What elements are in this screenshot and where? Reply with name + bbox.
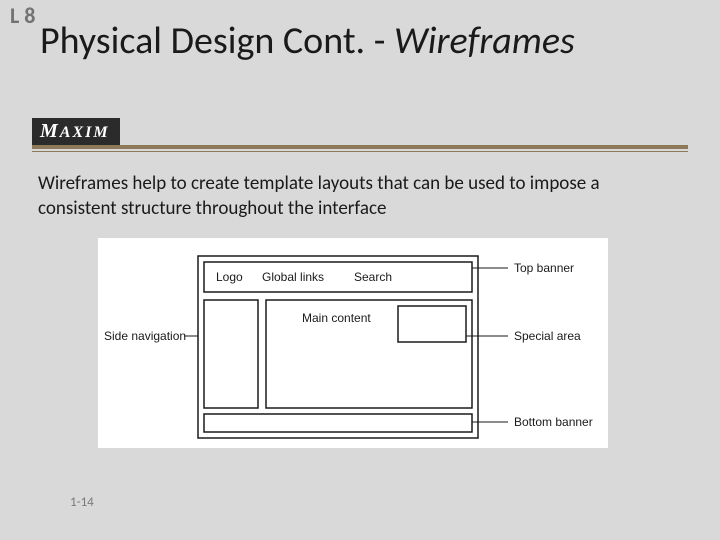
slide-title: Physical Design Cont. - Wireframes — [40, 18, 700, 64]
svg-text:Search: Search — [354, 270, 392, 284]
slide: L 8 Physical Design Cont. - Wireframes M… — [0, 0, 720, 540]
logo-bar: MAXIM — [32, 118, 688, 152]
logo-rest: AXIM — [60, 124, 110, 141]
svg-text:Side navigation: Side navigation — [104, 329, 186, 343]
logo-block: MAXIM — [32, 118, 688, 145]
logo-m: M — [40, 120, 60, 142]
svg-text:Bottom banner: Bottom banner — [514, 415, 593, 429]
svg-text:Logo: Logo — [216, 270, 243, 284]
svg-text:Special area: Special area — [514, 329, 581, 343]
page-number: 1-14 — [70, 495, 94, 510]
body-paragraph: Wireframes help to create template layou… — [38, 172, 672, 221]
logo-rule-thin — [32, 151, 688, 152]
title-italic: Wireframes — [394, 18, 575, 64]
svg-text:Top banner: Top banner — [514, 261, 574, 275]
svg-text:Global links: Global links — [262, 270, 324, 284]
svg-text:Main content: Main content — [302, 311, 371, 325]
lecture-badge: L 8 — [10, 2, 35, 29]
wireframe-diagram: Logo Global links Search Main content Top ba… — [98, 238, 608, 448]
wireframe-svg: Logo Global links Search Main content Top ba… — [98, 238, 608, 448]
logo-rule-thick — [32, 145, 688, 149]
title-main: Physical Design Cont. - — [40, 18, 394, 64]
brand-logo: MAXIM — [32, 118, 120, 145]
